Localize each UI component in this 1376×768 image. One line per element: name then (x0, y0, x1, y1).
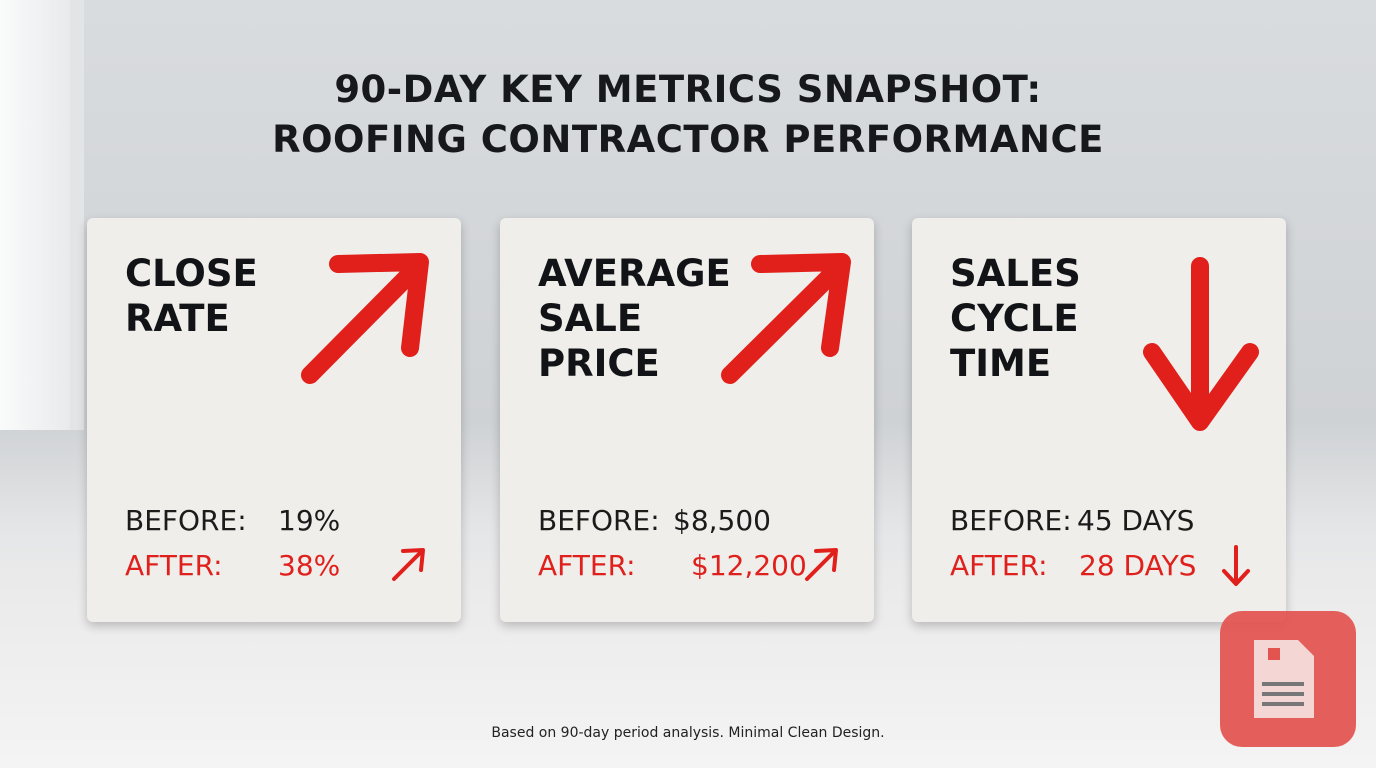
after-row: AFTER: $12,200 (538, 549, 807, 582)
card-title-line: TIME (950, 342, 1052, 385)
arrow-down (1143, 257, 1259, 431)
card-title-line: SALES (950, 252, 1081, 295)
card-title-line: SALE (538, 297, 643, 340)
small-arrow-up (805, 548, 838, 581)
window (0, 0, 84, 430)
after-label: AFTER: (125, 549, 223, 582)
arrow-up (721, 253, 851, 384)
before-label: BEFORE: (538, 504, 660, 537)
card-title-line: RATE (125, 297, 230, 340)
before-row: BEFORE: $8,500 (538, 504, 771, 537)
after-row: AFTER: 38% (125, 549, 340, 582)
before-row: BEFORE: 19% (125, 504, 340, 537)
before-value: 19% (278, 504, 341, 537)
small-arrow-up (392, 548, 425, 581)
after-label: AFTER: (950, 549, 1048, 582)
after-value: 28 DAYS (1079, 549, 1197, 582)
before-label: BEFORE: (125, 504, 247, 537)
card-title-line: CLOSE (125, 252, 258, 295)
after-row: AFTER: 28 DAYS (950, 549, 1196, 582)
footer-note: Based on 90-day period analysis. Minimal… (491, 725, 885, 741)
metric-card: SALES CYCLE TIME BEFORE: 45 DAYS AFTER: 28 DAY… (912, 218, 1286, 622)
trend-arrows (301, 253, 1259, 586)
metric-card: CLOSE RATE BEFORE: 19% AFTER: 38% (87, 218, 461, 622)
title-line: 90-DAY KEY METRICS SNAPSHOT: (334, 68, 1042, 111)
card-title-line: AVERAGE (538, 252, 731, 295)
app-icon (1220, 611, 1356, 747)
after-value: 38% (278, 549, 341, 582)
arrow-up (301, 253, 429, 384)
before-row: BEFORE: 45 DAYS (950, 504, 1194, 537)
before-value: $8,500 (673, 504, 771, 537)
small-arrow-down (1222, 545, 1250, 586)
after-value: $12,200 (691, 549, 807, 582)
card-title-line: CYCLE (950, 297, 1079, 340)
title-line: ROOFING CONTRACTOR PERFORMANCE (272, 118, 1104, 161)
before-label: BEFORE: (950, 504, 1072, 537)
before-value: 45 DAYS (1077, 504, 1195, 537)
after-label: AFTER: (538, 549, 636, 582)
card-title-line: PRICE (538, 342, 660, 385)
